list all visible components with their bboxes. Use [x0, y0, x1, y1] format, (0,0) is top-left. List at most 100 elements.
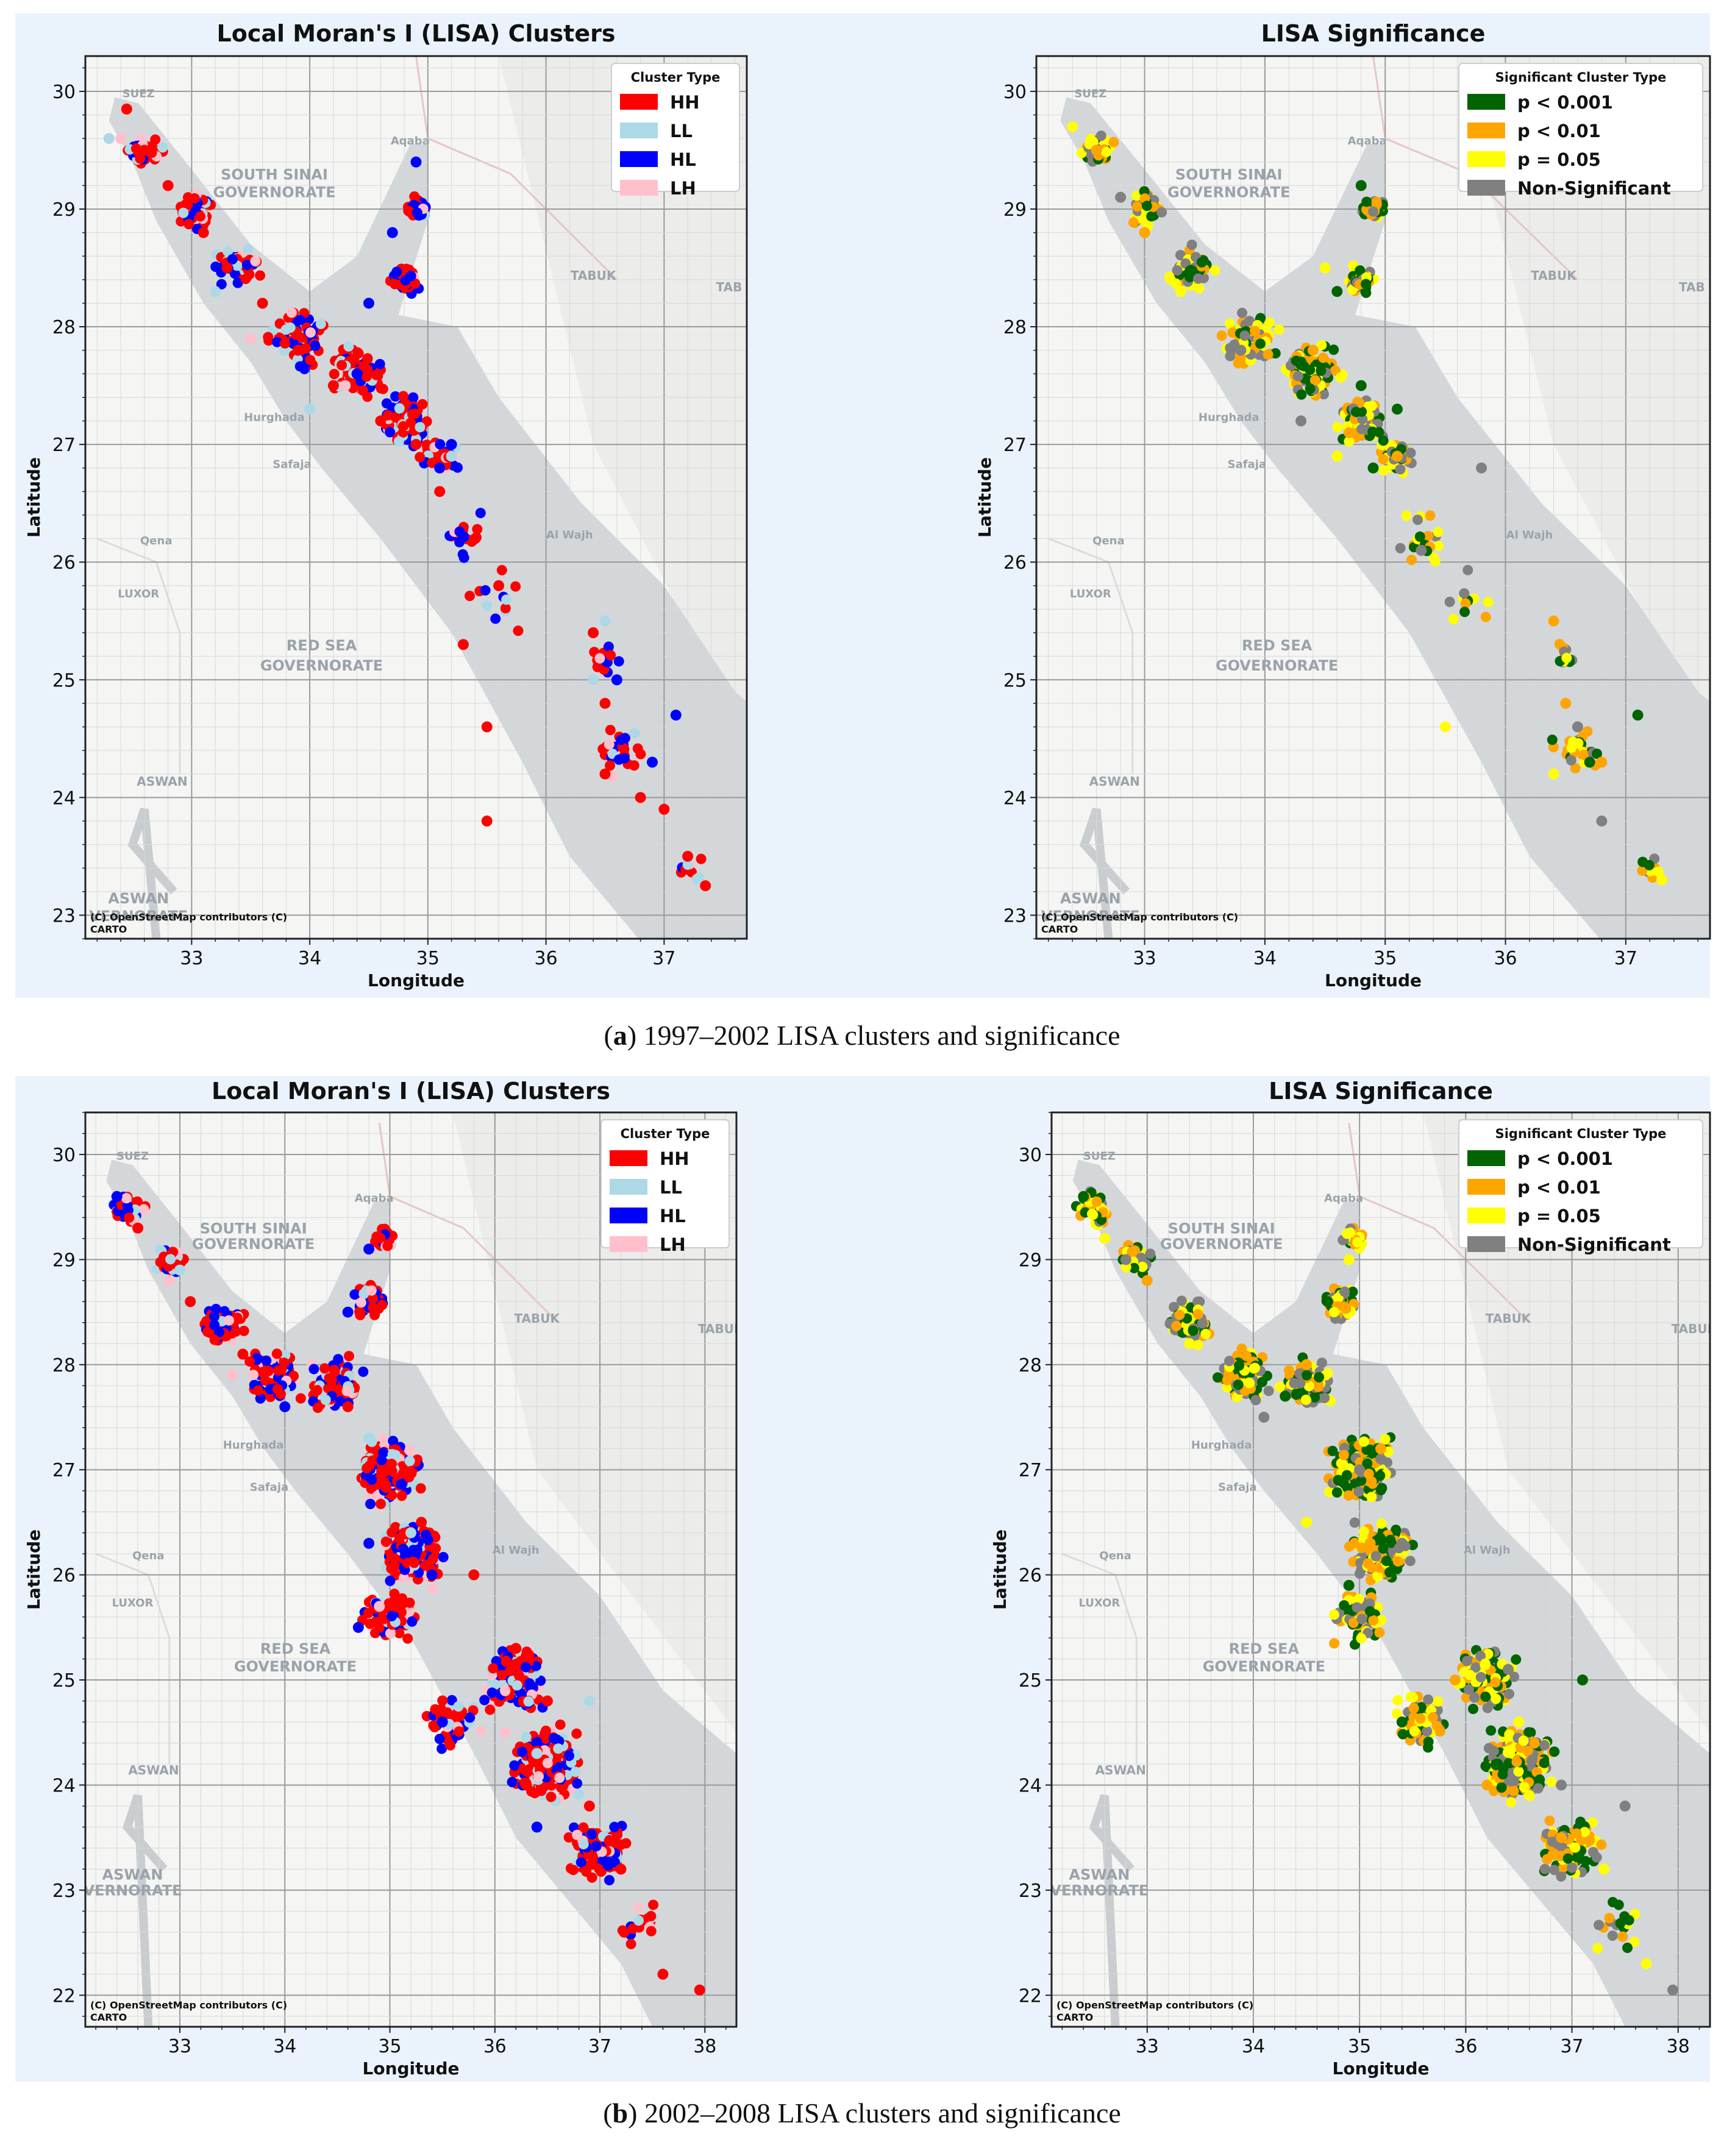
data-point-hl: [465, 1712, 476, 1723]
data-point-non-significant: [1356, 424, 1367, 435]
place-label-red_sea_1: RED SEA: [1242, 637, 1313, 654]
data-point-hh: [628, 1923, 639, 1934]
data-point-p-0-05: [1344, 436, 1355, 447]
data-point-p-0-01: [1374, 1627, 1385, 1638]
data-point-hh: [327, 380, 339, 391]
data-point-hh: [445, 1740, 456, 1751]
y-tick-label: 28: [52, 317, 76, 338]
data-point-p-0-05: [1067, 121, 1078, 132]
data-point-hh: [696, 853, 707, 864]
data-point-hh: [510, 1643, 522, 1654]
data-point-hh: [700, 880, 711, 892]
data-point-ll: [573, 1789, 584, 1800]
data-point-p-0-05: [1331, 450, 1343, 462]
data-point-p-0-001: [1339, 1600, 1350, 1611]
data-point-lh: [341, 1386, 352, 1396]
data-point-hl: [532, 1737, 543, 1748]
legend-swatch: [620, 180, 658, 196]
place-label-safaja: Safaja: [1218, 1481, 1256, 1494]
data-point-hl: [554, 1735, 565, 1746]
data-point-lh: [594, 653, 605, 664]
data-point-p-0-001: [1128, 1262, 1139, 1273]
data-point-p-0-05: [1303, 1381, 1314, 1392]
data-point-p-0-05: [1391, 1708, 1402, 1719]
data-point-hh: [389, 1589, 400, 1599]
data-point-hh: [252, 1385, 263, 1396]
y-tick-label: 27: [52, 1460, 76, 1481]
data-point-p-0-001: [1328, 344, 1339, 355]
place-label-suez: SUEZ: [1074, 88, 1106, 101]
place-label-red_sea_2: GOVERNORATE: [1216, 657, 1338, 674]
data-point-hl: [458, 532, 469, 543]
data-point-p-0-01: [1378, 454, 1389, 465]
data-point-hh: [417, 399, 428, 410]
data-point-lh: [355, 1297, 366, 1308]
scatter-points: [1070, 1186, 1679, 1996]
data-point-hh: [260, 1375, 271, 1386]
scatter-points: [108, 1190, 705, 1996]
data-point-hl: [363, 297, 374, 309]
data-point-ll: [404, 1456, 415, 1467]
data-point-p-0-05: [1392, 1695, 1403, 1706]
data-point-lh: [305, 327, 316, 338]
data-point-non-significant: [1416, 544, 1427, 556]
data-point-p-0-05: [1656, 874, 1668, 886]
data-point-p-0-05: [1345, 1227, 1356, 1238]
data-point-p-0-01: [1241, 1350, 1252, 1361]
arabia-land: [452, 1112, 736, 1733]
y-tick-label: 26: [52, 552, 76, 574]
data-point-ll: [393, 436, 404, 447]
place-label-red_sea_1: RED SEA: [287, 637, 357, 654]
data-point-p-0-05: [1408, 1692, 1419, 1703]
data-point-p-0-001: [1314, 1372, 1325, 1383]
data-point-hl: [507, 1777, 518, 1788]
x-tick-label: 34: [273, 2036, 296, 2057]
data-point-p-0-001: [1592, 749, 1603, 760]
data-point-p-0-05: [1433, 541, 1444, 552]
place-label-hurghada: Hurghada: [1191, 1439, 1252, 1452]
data-point-lh: [500, 1727, 511, 1738]
data-point-hh: [398, 421, 409, 432]
x-tick-label: 34: [1253, 948, 1277, 969]
data-point-hh: [599, 697, 611, 709]
data-point-non-significant: [1292, 371, 1303, 382]
data-point-p-0-01: [1284, 1365, 1295, 1376]
data-point-hl: [486, 1687, 497, 1698]
data-point-hh: [329, 369, 340, 380]
legend-title: Cluster Type: [631, 70, 721, 85]
data-point-hl: [272, 336, 283, 347]
data-point-non-significant: [1405, 1556, 1416, 1567]
data-point-p-0-05: [1322, 1368, 1333, 1379]
data-point-non-significant: [1239, 330, 1250, 341]
panel-title: LISA Significance: [1261, 20, 1486, 47]
data-point-ll: [482, 600, 493, 611]
data-point-lh: [385, 1628, 396, 1639]
data-point-non-significant: [1176, 1295, 1187, 1306]
data-point-hl: [374, 358, 385, 369]
place-label-alwajh: Al Wajh: [546, 529, 593, 542]
data-point-hl: [610, 1857, 621, 1868]
data-point-p-0-01: [1329, 1638, 1340, 1649]
data-point-hh: [658, 803, 670, 815]
data-point-hh: [357, 385, 368, 396]
data-point-hh: [263, 1365, 274, 1376]
data-point-hh: [648, 1899, 659, 1910]
y-tick-label: 30: [52, 1145, 76, 1166]
data-point-hh: [371, 369, 382, 380]
data-point-hl: [438, 1551, 449, 1562]
data-point-lh: [604, 739, 614, 750]
place-label-alwajh: Al Wajh: [493, 1544, 540, 1557]
data-point-p-0-001: [1291, 1389, 1302, 1400]
data-point-p-0-001: [1234, 1360, 1245, 1371]
data-point-hl: [609, 1821, 620, 1832]
place-label-luxor: LUXOR: [112, 1596, 154, 1609]
place-label-qena: Qena: [1099, 1549, 1131, 1562]
data-point-hh: [521, 1779, 532, 1791]
place-label-aswan: ASWAN: [137, 774, 187, 789]
data-point-non-significant: [1224, 1356, 1234, 1367]
data-point-hh: [588, 627, 599, 639]
legend: Significant Cluster Type p < 0.001 p < 0.0…: [1458, 63, 1703, 199]
data-point-p-0-001: [1378, 1543, 1389, 1554]
data-point-p-0-05: [1175, 286, 1186, 297]
